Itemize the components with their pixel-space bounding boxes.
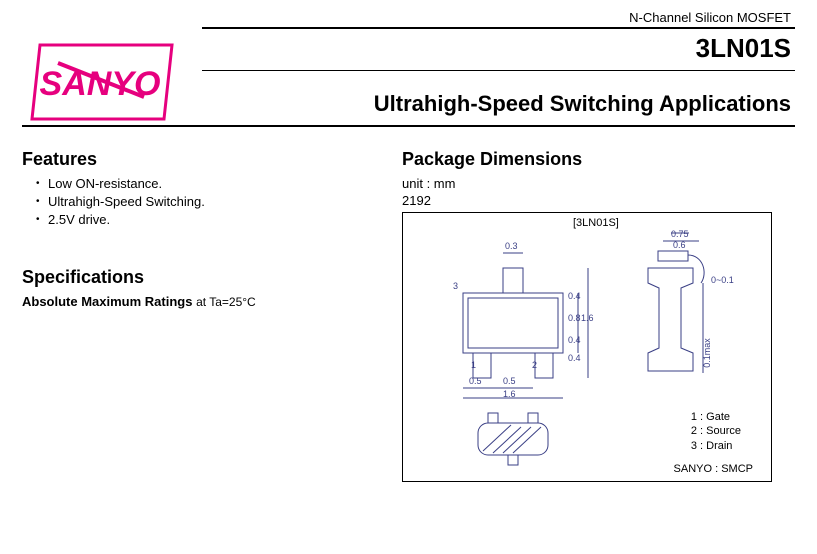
dim-value: 0.8 xyxy=(568,313,581,323)
application-title: Ultrahigh-Speed Switching Applications xyxy=(202,71,795,127)
specifications-heading: Specifications xyxy=(22,267,382,288)
dim-value: 0~0.1 xyxy=(711,275,734,285)
dim-value: 1.6 xyxy=(581,313,594,323)
package-drawing: [3LN01S] xyxy=(402,212,772,482)
unit-label: unit : mm xyxy=(402,176,795,191)
pin-num: 2 xyxy=(691,425,697,437)
dim-value: 0.5 xyxy=(469,376,482,386)
pin-name: Gate xyxy=(706,411,730,423)
feature-item: 2.5V drive. xyxy=(36,212,382,227)
device-type-label: N-Channel Silicon MOSFET xyxy=(22,10,795,25)
features-heading: Features xyxy=(22,149,382,170)
dim-pin1: 1 xyxy=(471,360,476,370)
dim-value: 0.4 xyxy=(568,335,581,345)
part-number: 3LN01S xyxy=(202,29,795,68)
dim-value: 0.4 xyxy=(568,353,581,363)
dim-value: 0.3 xyxy=(505,241,518,251)
pin-num: 1 xyxy=(691,411,697,423)
feature-item: Ultrahigh-Speed Switching. xyxy=(36,194,382,209)
package-footer-brand: SANYO : SMCP xyxy=(674,463,753,475)
abs-max-label: Absolute Maximum Ratings xyxy=(22,294,192,309)
pin-name: Drain xyxy=(706,440,732,452)
dim-value: 0.4 xyxy=(568,291,581,301)
pin-legend: 1 : Gate 2 : Source 3 : Drain xyxy=(691,410,741,453)
dim-pin3: 3 xyxy=(453,281,458,291)
dim-value: 0.6 xyxy=(673,240,686,250)
brand-logo: SANYO xyxy=(22,25,192,127)
pin-name: Source xyxy=(706,425,741,437)
pin-num: 3 xyxy=(691,440,697,452)
dim-pin2: 2 xyxy=(532,360,537,370)
dim-value: 0.75 xyxy=(671,229,689,239)
dim-value: 0.1max xyxy=(702,338,712,368)
abs-max-condition: at Ta=25°C xyxy=(196,295,256,309)
dim-value: 0.5 xyxy=(503,376,516,386)
dim-value: 1.6 xyxy=(503,389,516,399)
package-heading: Package Dimensions xyxy=(402,149,795,170)
package-code: 2192 xyxy=(402,193,795,208)
abs-max-heading: Absolute Maximum Ratings at Ta=25°C xyxy=(22,294,382,309)
feature-item: Low ON-resistance. xyxy=(36,176,382,191)
